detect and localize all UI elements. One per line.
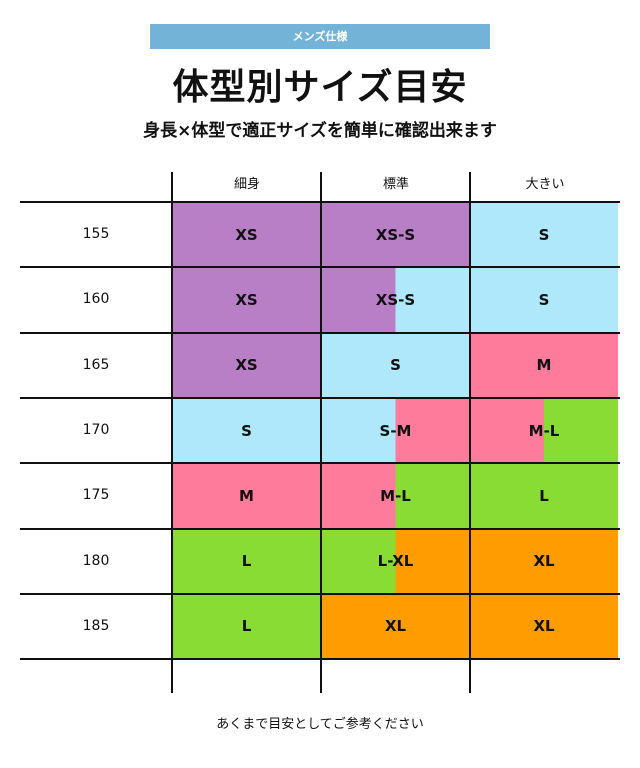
row-height-label: 165 [82,356,110,373]
size-cell: S-M [321,397,470,464]
size-cell: L-XL [321,528,470,594]
size-label: XS-S [375,225,416,244]
size-cell: S [470,202,618,268]
column-divider [171,172,173,693]
row-height-label: 180 [82,552,110,569]
size-cell: L [470,463,618,529]
size-label: XS-S [375,290,416,309]
size-label: XS [235,290,258,309]
column-divider [320,172,322,693]
size-cell: S [321,332,470,398]
size-label: S [390,356,401,375]
column-header-standard: 標準 [382,177,409,192]
size-cell: XL [470,528,618,594]
size-cell: XS [172,332,321,398]
row-height-label: 155 [82,226,110,242]
row-height-label: 175 [82,487,110,504]
size-cell: L [172,528,321,594]
row-height-label: 170 [82,421,110,438]
size-label: S [538,290,550,309]
size-cell: XL [321,593,470,660]
size-cell: S [172,397,321,464]
size-label: XL [384,617,407,636]
size-label: M [536,356,552,375]
size-cell: XS [172,202,321,268]
mens-banner: メンズ仕様 [150,24,490,49]
column-header-large: 大きい [525,177,565,192]
row-height-label: 185 [82,617,110,634]
size-cell: M [470,332,618,398]
size-label: L [241,552,252,571]
size-label: M [239,486,254,505]
size-cell: M [172,463,321,529]
size-cell: XS-S [321,202,470,268]
row-height-label: 160 [82,291,110,308]
size-label: S [538,225,550,244]
size-cell: XS [172,267,321,333]
size-label: XS [235,356,258,375]
size-cell: M-L [470,397,618,464]
footer-note: あくまで目安としてご参考ください [216,717,424,732]
size-label: L [241,617,252,636]
size-cell: L [172,593,321,660]
size-label: M-L [380,486,411,505]
size-label: XL [533,617,555,636]
size-label: XL [533,552,555,571]
page-title: 体型別サイズ目安 [172,67,468,108]
size-label: S [241,421,252,440]
size-label: L [539,486,549,505]
column-divider [469,172,471,693]
size-label: L-XL [377,552,414,571]
size-cell: M-L [321,463,470,529]
page-subtitle: 身長×体型で適正サイズを簡単に確認出来ます [143,121,497,141]
size-cell: XL [470,593,618,660]
size-label: S-M [379,421,412,440]
size-label: M-L [528,421,560,440]
size-cell: XS-S [321,267,470,333]
size-cell: S [470,267,618,333]
size-label: XS [235,225,258,244]
column-header-slim: 細身 [233,177,260,192]
